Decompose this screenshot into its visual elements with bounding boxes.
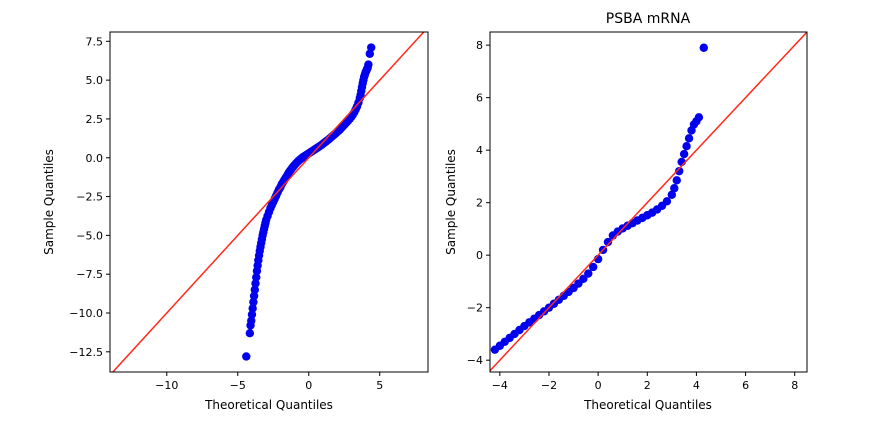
right-data-points: (-4.2, -3.6)(-4, -3.45)(-3.8, -3.3)(-3.6… bbox=[490, 43, 708, 354]
right-y-axis-label: Sample Quantiles bbox=[444, 149, 458, 255]
right-data-point: (4.3, 7.9) bbox=[699, 43, 708, 52]
left-x-axis-label: Theoretical Quantiles bbox=[204, 398, 333, 412]
left-y-tick-label: −2.5 bbox=[76, 191, 103, 204]
left-y-tick-label: −10.0 bbox=[69, 307, 103, 320]
right-y-tick-label: 8 bbox=[476, 39, 483, 52]
left-data-point: (-4.05, -10.5) bbox=[247, 316, 256, 325]
right-x-tick-label: 2 bbox=[644, 379, 651, 392]
right-y-tick-label: −4 bbox=[467, 354, 483, 367]
right-x-tick-label: 4 bbox=[693, 379, 700, 392]
right-x-tick-label: −2 bbox=[541, 379, 557, 392]
right-data-point: (3.3, 3.2) bbox=[675, 166, 684, 176]
right-x-tick-label: 0 bbox=[595, 379, 602, 392]
left-data-point: (-4, -10.1) bbox=[247, 310, 257, 319]
right-data-point: (3.2, 2.85) bbox=[672, 176, 681, 185]
left-x-tick-label: 5 bbox=[376, 379, 383, 392]
right-chart-title: PSBA mRNA bbox=[606, 11, 691, 27]
left-data-point: (-3.7, -7.7) bbox=[252, 273, 261, 282]
right-data-point: (-0.6, -0.9) bbox=[579, 274, 588, 283]
right-y-tick-label: 6 bbox=[476, 92, 483, 105]
right-y-tick-label: 0 bbox=[476, 249, 483, 262]
left-y-tick-label: 0.0 bbox=[86, 152, 104, 165]
left-data-point: (-3.95, -9.7) bbox=[248, 304, 257, 313]
left-plot-frame bbox=[109, 31, 429, 373]
right-data-point: (-0.4, -0.7) bbox=[584, 269, 593, 278]
right-data-point: (-0.2, -0.45) bbox=[589, 262, 598, 272]
left-reference-line bbox=[111, 32, 425, 372]
right-reference-line bbox=[490, 32, 807, 372]
right-data-point: (2.8, 2.05) bbox=[662, 197, 672, 206]
right-x-tick-label: 8 bbox=[791, 379, 798, 392]
right-data-point: (3.7, 4.45) bbox=[684, 134, 694, 143]
right-y-tick-label: 2 bbox=[476, 197, 483, 210]
left-y-tick-label: 5.0 bbox=[86, 74, 104, 87]
left-data-point: (4.4, 7.1) bbox=[367, 43, 376, 52]
right-y-tick-label: −2 bbox=[467, 302, 483, 315]
left-x-tick-label: −10 bbox=[155, 379, 178, 392]
left-data-point: (-3.9, -9.3) bbox=[249, 297, 258, 307]
right-data-point: (0.4, 0.5) bbox=[603, 237, 613, 247]
left-qq-plot: Theoretical Quantiles Sample Quantiles (… bbox=[42, 31, 429, 412]
left-y-axis-label: Sample Quantiles bbox=[42, 149, 56, 255]
left-y-tick-label: 2.5 bbox=[86, 113, 104, 126]
right-x-tick-label: −4 bbox=[492, 379, 508, 392]
right-x-tick-label: 6 bbox=[742, 379, 749, 392]
left-data-point: (-3.8, -8.5) bbox=[250, 285, 259, 294]
right-data-point: (4.1, 5.25) bbox=[694, 113, 704, 122]
right-data-point: (3.5, 3.85) bbox=[679, 149, 689, 159]
right-data-point: (3.1, 2.55) bbox=[670, 184, 679, 193]
right-data-point: (3.6, 4.15) bbox=[682, 142, 691, 151]
right-data-point: (3, 2.3) bbox=[667, 190, 677, 199]
left-data-point: (-3.85, -8.9) bbox=[249, 291, 259, 301]
right-x-axis-label: Theoretical Quantiles bbox=[583, 398, 712, 412]
left-y-tick-label: −12.5 bbox=[69, 346, 103, 359]
left-data-point: (-4.4, -12.8) bbox=[242, 352, 251, 361]
left-y-tick-label: 7.5 bbox=[86, 35, 104, 48]
left-data-point: (-3.75, -8.1) bbox=[251, 279, 260, 288]
left-x-tick-label: 0 bbox=[305, 379, 312, 392]
right-plot-frame bbox=[489, 31, 808, 373]
left-data-point: (4.2, 6) bbox=[364, 60, 373, 69]
left-data-points: (-4.4, -12.8)(-4.15, -11.3)(-4.1, -10.8)… bbox=[242, 43, 376, 361]
right-y-tick-label: 4 bbox=[476, 144, 483, 157]
left-y-tick-label: −5.0 bbox=[76, 229, 103, 242]
left-data-point: (-4.15, -11.3) bbox=[245, 328, 255, 338]
left-y-tick-label: −7.5 bbox=[76, 268, 103, 281]
right-qq-plot: PSBA mRNA Theoretical Quantiles Sample Q… bbox=[444, 11, 808, 412]
left-x-tick-label: −5 bbox=[230, 379, 246, 392]
